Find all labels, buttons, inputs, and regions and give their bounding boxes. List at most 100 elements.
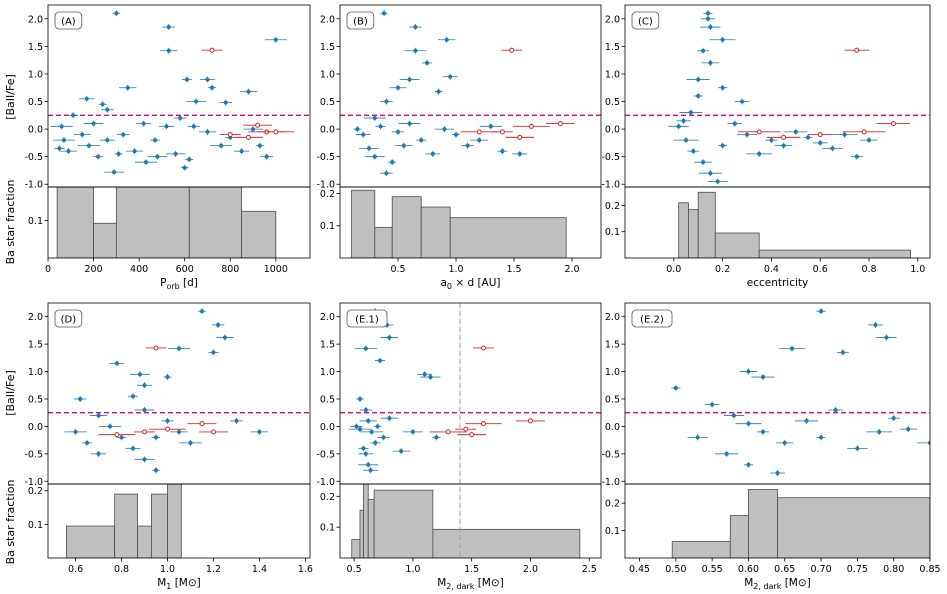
- xlabel-main: a: [440, 277, 446, 289]
- ytick-label: 0.2: [605, 499, 620, 510]
- data-point: [210, 85, 215, 90]
- ytick-label: -1.0: [601, 180, 620, 191]
- data-point: [731, 413, 736, 418]
- ytick-label: 2.0: [605, 14, 620, 25]
- data-point: [375, 424, 380, 429]
- xtick-label: 1.0: [160, 564, 175, 575]
- xlabel: Porb [d]: [160, 277, 198, 291]
- data-point: [705, 11, 710, 16]
- data-point: [732, 121, 737, 126]
- hist-bar: [758, 249, 911, 258]
- xtick-label: 400: [130, 264, 148, 275]
- xtick-label: 2.0: [523, 564, 538, 575]
- xtick-label: 0.5: [347, 564, 362, 575]
- scatter-content: [340, 308, 601, 474]
- data-point: [368, 468, 373, 473]
- xtick-label: 0.0: [666, 264, 681, 275]
- data-point: [166, 48, 171, 53]
- data-point: [413, 25, 418, 30]
- data-point-red: [890, 121, 896, 127]
- ylabel-hist-top: Ba star fraction: [4, 180, 17, 265]
- data-point-red: [817, 132, 823, 138]
- data-point: [701, 48, 706, 53]
- data-point: [165, 418, 170, 423]
- data-point: [454, 132, 458, 137]
- data-point: [372, 154, 377, 159]
- data-point: [782, 440, 787, 445]
- xlabel-tail: × d [AU]: [452, 277, 501, 289]
- hist-bar: [449, 217, 567, 258]
- data-point-red: [527, 418, 533, 424]
- hist-bar: [374, 226, 393, 258]
- ytick-label: 2.0: [28, 14, 43, 25]
- data-point: [873, 322, 878, 327]
- ytick-label: 2.0: [320, 312, 335, 323]
- xtick-label: 0.65: [774, 564, 795, 575]
- ytick-label: -0.5: [24, 152, 43, 163]
- data-point: [396, 85, 400, 90]
- panel-label: (C): [638, 17, 653, 28]
- data-point: [108, 424, 113, 429]
- data-point: [73, 429, 78, 434]
- data-point: [688, 110, 693, 115]
- data-point: [781, 143, 786, 148]
- xtick-label: 2.5: [582, 564, 597, 575]
- ytick-label: 0.0: [605, 422, 620, 433]
- data-point: [806, 135, 810, 140]
- scatter-frame: [624, 302, 931, 485]
- scatter-frame: [47, 4, 311, 188]
- xtick-label: 1.4: [252, 564, 267, 575]
- panel-label-box: [346, 309, 388, 328]
- panel-1: -1.0 -0.5 0.0 0.5 1.0 1.5 2.0 0.1 0.2 0.5 1.0 1.5 2.…: [316, 4, 602, 291]
- hist-bar: [188, 187, 243, 258]
- data-point: [141, 121, 146, 126]
- data-point: [121, 132, 126, 137]
- data-point: [96, 413, 101, 418]
- data-point: [705, 16, 710, 21]
- data-point: [177, 429, 181, 434]
- data-point: [842, 132, 847, 137]
- data-point: [740, 99, 745, 104]
- data-point: [59, 124, 64, 129]
- data-point: [790, 346, 795, 351]
- panel-label: (E.2): [640, 315, 664, 326]
- ytick-label: 1.5: [320, 340, 335, 351]
- data-point: [396, 129, 400, 134]
- data-point-red: [463, 426, 469, 432]
- panel-3: -1.0 -0.5 0.0 0.5 1.0 1.5 2.0 0.1 0.2 0.6 0.8 1.0 1.…: [24, 302, 313, 591]
- scatter-frame: [47, 302, 311, 485]
- ytick-label: 1.5: [605, 42, 620, 53]
- data-point: [177, 346, 181, 351]
- xtick-label: 0: [45, 264, 51, 275]
- xtick-label: 1.6: [298, 564, 313, 575]
- xtick-label: 0.6: [68, 564, 83, 575]
- ytick-label: -1.0: [316, 477, 335, 488]
- ytick-label: 0.0: [28, 125, 43, 136]
- ytick-label: 1.5: [605, 340, 620, 351]
- hist-frame: [47, 186, 311, 259]
- data-point: [746, 421, 751, 426]
- hist-bar: [373, 489, 434, 558]
- data-point: [219, 143, 224, 148]
- data-point-red: [480, 421, 486, 427]
- hist-frame: [624, 186, 931, 259]
- xtick-label: 200: [84, 264, 102, 275]
- ytick-label: -0.5: [24, 449, 43, 460]
- data-point: [434, 435, 439, 440]
- data-point: [422, 372, 427, 377]
- data-point-red: [476, 129, 482, 135]
- data-point-red: [528, 123, 534, 129]
- ytick-label: 0.0: [605, 125, 620, 136]
- hist-bar: [688, 208, 699, 258]
- data-point: [182, 165, 187, 170]
- xlabel-sub: 2, dark: [753, 582, 781, 591]
- data-point-red: [199, 421, 205, 427]
- xtick-label: 1.0: [405, 564, 420, 575]
- ytick-label: 0.0: [28, 422, 43, 433]
- data-point: [419, 138, 424, 143]
- xtick-label: 1.0: [910, 264, 925, 275]
- data-point: [833, 407, 838, 412]
- hist-bar: [93, 222, 117, 258]
- hist-bar: [367, 499, 375, 558]
- xlabel-main: M: [157, 577, 166, 589]
